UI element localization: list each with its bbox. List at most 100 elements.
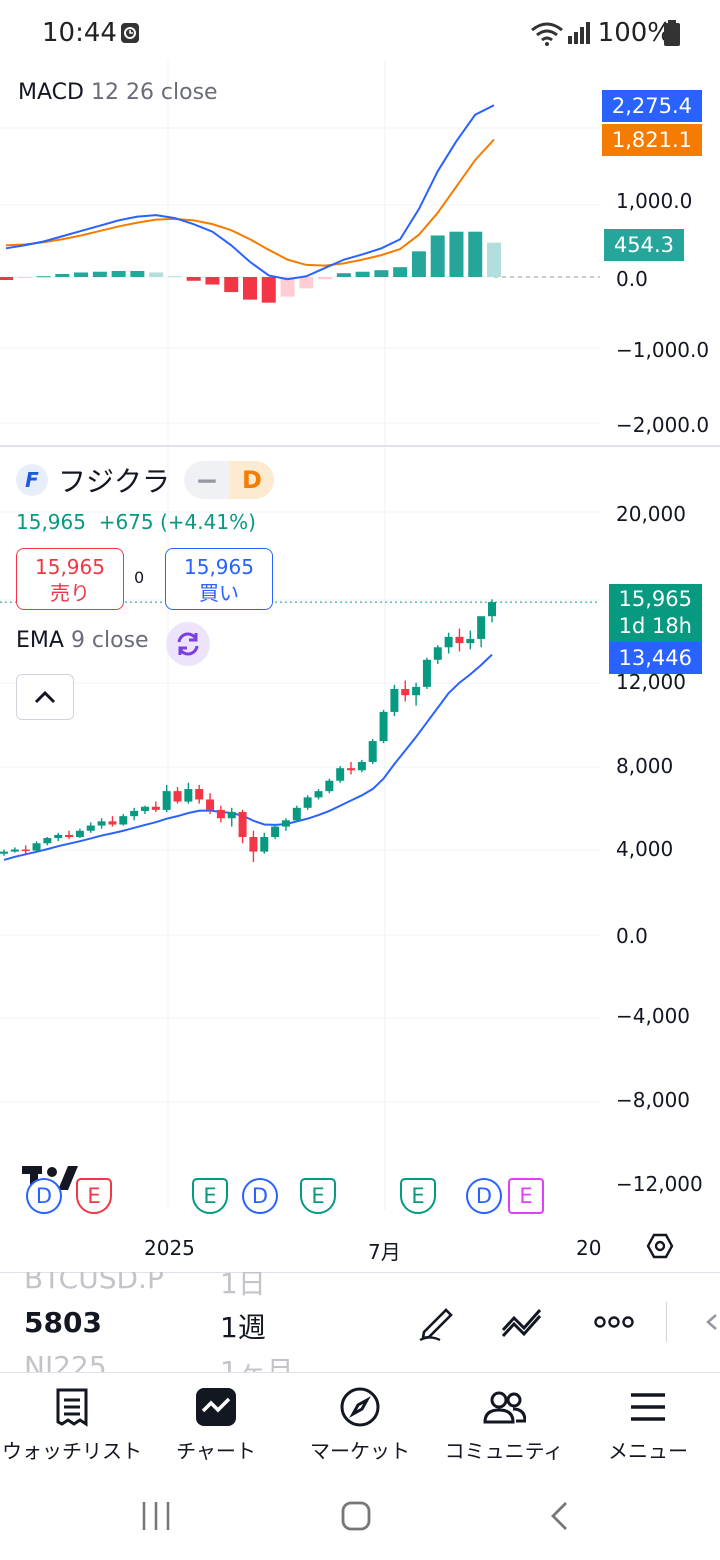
macd-histogram-bar: [430, 235, 445, 277]
macd-histogram-bar: [243, 277, 257, 300]
interval-badge: D: [230, 461, 275, 499]
earnings-event[interactable]: E: [400, 1178, 436, 1214]
nav-community[interactable]: コミュニティ: [432, 1373, 576, 1483]
macd-histogram-bar: [224, 277, 239, 293]
candle-body: [249, 837, 258, 852]
refresh-icon: [177, 632, 199, 656]
interval-current[interactable]: 1週: [220, 1311, 266, 1344]
candle-body: [54, 834, 63, 839]
candle-body: [466, 638, 475, 644]
nav-watchlist[interactable]: ウォッチリスト: [0, 1373, 144, 1483]
back-icon[interactable]: [546, 1500, 574, 1532]
candle-body: [357, 761, 366, 771]
interval-picker[interactable]: 1日 1週 1ヶ月: [220, 1272, 360, 1372]
nav-label: チャート: [176, 1439, 256, 1463]
dividend-event[interactable]: D: [466, 1178, 502, 1214]
more-button[interactable]: [592, 1300, 636, 1344]
price-change: +675: [98, 510, 154, 534]
recent-apps-icon[interactable]: [140, 1500, 172, 1532]
ema-label[interactable]: EMA 9 close: [16, 628, 149, 653]
macd-params: 12 26 close: [90, 80, 218, 105]
pencil-icon: [419, 1308, 453, 1341]
symbol-next[interactable]: NI225: [24, 1350, 107, 1372]
macd-histogram-bar: [336, 273, 351, 277]
watchlist-icon: [50, 1385, 94, 1429]
x-axis-label: 7月: [368, 1240, 401, 1264]
earnings-event[interactable]: E: [300, 1178, 336, 1214]
macd-histogram-bar: [205, 277, 220, 285]
macd-histogram-bar: [487, 242, 501, 277]
macd-histogram-bar: [318, 277, 333, 280]
macd-histogram-bar: [17, 277, 32, 278]
price-change-pct: (+4.41%): [160, 510, 256, 534]
candle-body: [227, 811, 236, 819]
interval-prev[interactable]: 1日: [220, 1272, 266, 1300]
candle-body: [281, 820, 290, 827]
price-axis-label: −12,000: [616, 1172, 703, 1196]
nav-menu[interactable]: メニュー: [576, 1373, 720, 1483]
macd-label[interactable]: MACD 12 26 close: [18, 80, 218, 105]
buy-button[interactable]: 15,965 買い: [165, 548, 273, 610]
dividend-event[interactable]: D: [26, 1178, 62, 1214]
candle-body: [206, 799, 215, 810]
quote-row: 15,965 +675 (+4.41%): [16, 510, 256, 534]
collapse-legend-button[interactable]: [16, 674, 74, 720]
price-axis-label: −8,000: [616, 1088, 691, 1112]
ema-name: EMA: [16, 628, 64, 653]
bar-countdown: 1d 18h: [618, 614, 692, 638]
macd-histogram-bar: [374, 270, 389, 277]
status-time: 10:44: [42, 18, 117, 48]
market-status-pill[interactable]: − D: [184, 461, 275, 499]
symbol-name[interactable]: フジクラ: [58, 465, 171, 498]
sell-label: 売り: [50, 581, 90, 605]
candle-body: [325, 780, 334, 792]
earnings-event[interactable]: E: [192, 1178, 228, 1214]
interval-next[interactable]: 1ヶ月: [220, 1355, 294, 1372]
system-nav-bar: [0, 1482, 720, 1560]
symbol-picker[interactable]: BTCUSD.P 5803 NI225: [24, 1272, 284, 1372]
candle-body: [390, 688, 399, 712]
earnings-event[interactable]: E: [508, 1178, 544, 1214]
candle-body: [444, 636, 453, 648]
macd-histogram-bar: [92, 271, 107, 277]
battery-icon: [664, 20, 680, 46]
ema-line: [3, 653, 493, 861]
trend-tool-button[interactable]: [500, 1300, 544, 1344]
signal-icon: [568, 22, 590, 44]
candle-body: [401, 688, 410, 696]
macd-value-tag: 2,275.4: [601, 90, 702, 122]
nav-chart[interactable]: チャート: [144, 1373, 288, 1483]
status-bar: 10:44 100%: [0, 0, 720, 60]
drawing-tool-button[interactable]: [414, 1300, 458, 1344]
macd-histogram-bar: [55, 273, 70, 277]
current-price: 15,965: [618, 587, 692, 611]
home-icon[interactable]: [340, 1500, 372, 1532]
dividend-event[interactable]: D: [242, 1178, 278, 1214]
symbol-header[interactable]: F フジクラ − D: [16, 460, 275, 500]
candle-body: [32, 843, 41, 851]
chart-settings-icon[interactable]: [646, 1232, 674, 1260]
menu-icon: [626, 1385, 670, 1429]
chevron-up-icon: [34, 690, 56, 704]
chevron-left-icon[interactable]: [704, 1312, 718, 1332]
sell-button[interactable]: 15,965 売り: [16, 548, 124, 610]
x-axis-label: 2025: [144, 1236, 195, 1260]
chart-area[interactable]: [0, 60, 720, 1290]
candle-body: [347, 768, 356, 771]
macd-histogram-bar: [411, 251, 426, 277]
tradingview-logo: [22, 1166, 78, 1190]
nav-label: コミュニティ: [444, 1439, 564, 1463]
nav-market[interactable]: マーケット: [288, 1373, 432, 1483]
signal-value-tag: 1,821.1: [601, 124, 702, 156]
sync-button[interactable]: [166, 622, 210, 666]
bottom-toolbar: [0, 1272, 720, 1372]
symbol-current[interactable]: 5803: [24, 1306, 102, 1339]
chart-canvas[interactable]: [0, 60, 720, 1290]
candle-body: [75, 830, 84, 838]
price-axis-label: 20,000: [616, 502, 686, 526]
earnings-event[interactable]: E: [76, 1178, 112, 1214]
candle-body: [151, 806, 160, 810]
symbol-prev[interactable]: BTCUSD.P: [24, 1272, 164, 1295]
candle-body: [140, 806, 149, 811]
candle-body: [379, 711, 388, 742]
